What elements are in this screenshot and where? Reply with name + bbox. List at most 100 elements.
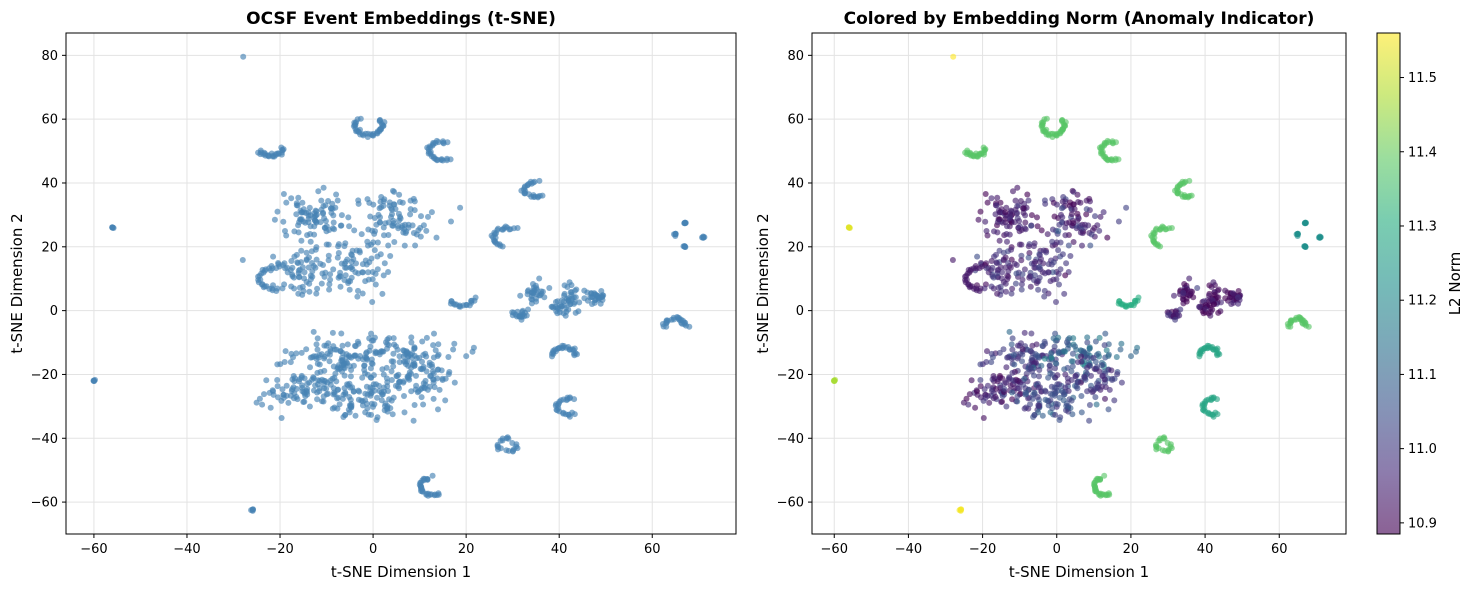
scatter-point bbox=[380, 371, 387, 378]
scatter-point bbox=[420, 352, 427, 358]
scatter-point bbox=[391, 201, 398, 208]
scatter-point bbox=[463, 353, 470, 360]
scatter-point bbox=[1080, 348, 1087, 355]
scatter-point bbox=[282, 348, 289, 355]
scatter-point bbox=[1069, 363, 1076, 370]
scatter-point bbox=[298, 209, 305, 216]
scatter-point bbox=[425, 213, 431, 220]
scatter-point bbox=[1008, 246, 1015, 253]
scatter-point bbox=[347, 384, 354, 391]
scatter-point bbox=[371, 334, 378, 341]
scatter-point bbox=[1023, 404, 1029, 411]
scatter-point bbox=[999, 269, 1006, 276]
scatter-point bbox=[1206, 302, 1213, 309]
scatter-point bbox=[831, 377, 838, 384]
scatter-point bbox=[293, 211, 300, 218]
scatter-point bbox=[469, 348, 476, 355]
scatter-point bbox=[313, 256, 320, 263]
x-tick-label: 20 bbox=[458, 542, 475, 557]
scatter-point bbox=[984, 232, 991, 239]
scatter-point bbox=[364, 238, 371, 245]
scatter-point bbox=[314, 396, 321, 403]
scatter-point bbox=[442, 397, 449, 404]
scatter-point bbox=[988, 195, 995, 202]
scatter-point bbox=[1086, 402, 1093, 408]
colorbar-tick-label: 10.9 bbox=[1408, 516, 1437, 531]
scatter-point bbox=[1048, 350, 1055, 357]
scatter-point bbox=[326, 227, 333, 233]
scatter-point bbox=[342, 272, 349, 279]
scatter-point bbox=[417, 224, 424, 231]
scatter-point bbox=[1059, 219, 1066, 226]
scatter-point bbox=[368, 411, 375, 418]
scatter-point bbox=[1020, 209, 1027, 216]
scatter-point bbox=[1036, 367, 1043, 373]
scatter-point bbox=[400, 353, 407, 360]
scatter-point bbox=[1052, 360, 1059, 367]
scatter-point bbox=[1105, 490, 1112, 497]
scatter-point bbox=[1078, 353, 1084, 360]
y-tick-label: 20 bbox=[787, 240, 804, 255]
scatter-point bbox=[260, 284, 267, 291]
scatter-point bbox=[1000, 346, 1007, 353]
scatter-point bbox=[1001, 385, 1008, 392]
scatter-point bbox=[316, 361, 323, 368]
scatter-point bbox=[983, 265, 990, 272]
scatter-point bbox=[387, 405, 394, 412]
scatter-point bbox=[1041, 197, 1048, 204]
scatter-point bbox=[566, 279, 573, 286]
scatter-point bbox=[1113, 354, 1120, 360]
scatter-point bbox=[1190, 294, 1197, 301]
scatter-point bbox=[365, 276, 372, 283]
scatter-point bbox=[339, 395, 346, 402]
grid bbox=[66, 33, 736, 534]
scatter-point bbox=[1031, 372, 1037, 379]
scatter-point bbox=[533, 286, 540, 293]
scatter-point bbox=[1011, 361, 1018, 368]
scatter-point bbox=[451, 379, 458, 386]
scatter-point bbox=[982, 218, 989, 225]
scatter-point bbox=[295, 290, 302, 297]
scatter-point bbox=[1105, 353, 1112, 359]
scatter-point bbox=[447, 156, 454, 163]
scatter-point bbox=[995, 284, 1002, 291]
scatter-point bbox=[377, 117, 383, 123]
scatter-point bbox=[394, 346, 401, 353]
y-tick-label: −20 bbox=[777, 368, 804, 383]
scatter-point bbox=[983, 359, 990, 365]
scatter-point bbox=[338, 330, 345, 337]
scatter-point bbox=[999, 398, 1005, 405]
scatter-point bbox=[1301, 220, 1308, 227]
y-tick-label: −40 bbox=[777, 432, 804, 447]
scatter-point bbox=[389, 211, 395, 218]
scatter-point bbox=[1022, 391, 1029, 398]
scatter-point bbox=[977, 377, 984, 383]
scatter-point bbox=[423, 227, 430, 234]
scatter-point bbox=[1092, 338, 1099, 345]
scatter-point bbox=[307, 364, 313, 371]
scatter-point bbox=[281, 359, 288, 365]
scatter-point bbox=[994, 194, 1001, 201]
scatter-point bbox=[274, 361, 281, 368]
scatter-point bbox=[1084, 354, 1091, 361]
scatter-point bbox=[368, 330, 375, 337]
scatter-point bbox=[1025, 197, 1032, 204]
y-tick-label: 80 bbox=[41, 49, 58, 64]
scatter-point bbox=[381, 260, 388, 267]
scatter-point bbox=[1050, 276, 1057, 283]
scatter-point bbox=[1055, 228, 1062, 235]
scatter-point bbox=[342, 412, 349, 418]
scatter-point bbox=[1035, 286, 1042, 293]
scatter-point bbox=[305, 209, 312, 216]
scatter-point bbox=[404, 373, 411, 380]
scatter-point bbox=[1041, 293, 1048, 300]
scatter-point bbox=[1006, 328, 1013, 335]
scatter-point bbox=[561, 282, 568, 289]
scatter-point bbox=[400, 358, 407, 365]
scatter-point bbox=[1095, 385, 1102, 392]
scatter-point bbox=[364, 371, 371, 378]
scatter-point bbox=[1062, 198, 1069, 205]
scatter-point bbox=[347, 264, 354, 271]
y-tick-label: 0 bbox=[796, 304, 804, 319]
scatter-point bbox=[312, 246, 319, 253]
